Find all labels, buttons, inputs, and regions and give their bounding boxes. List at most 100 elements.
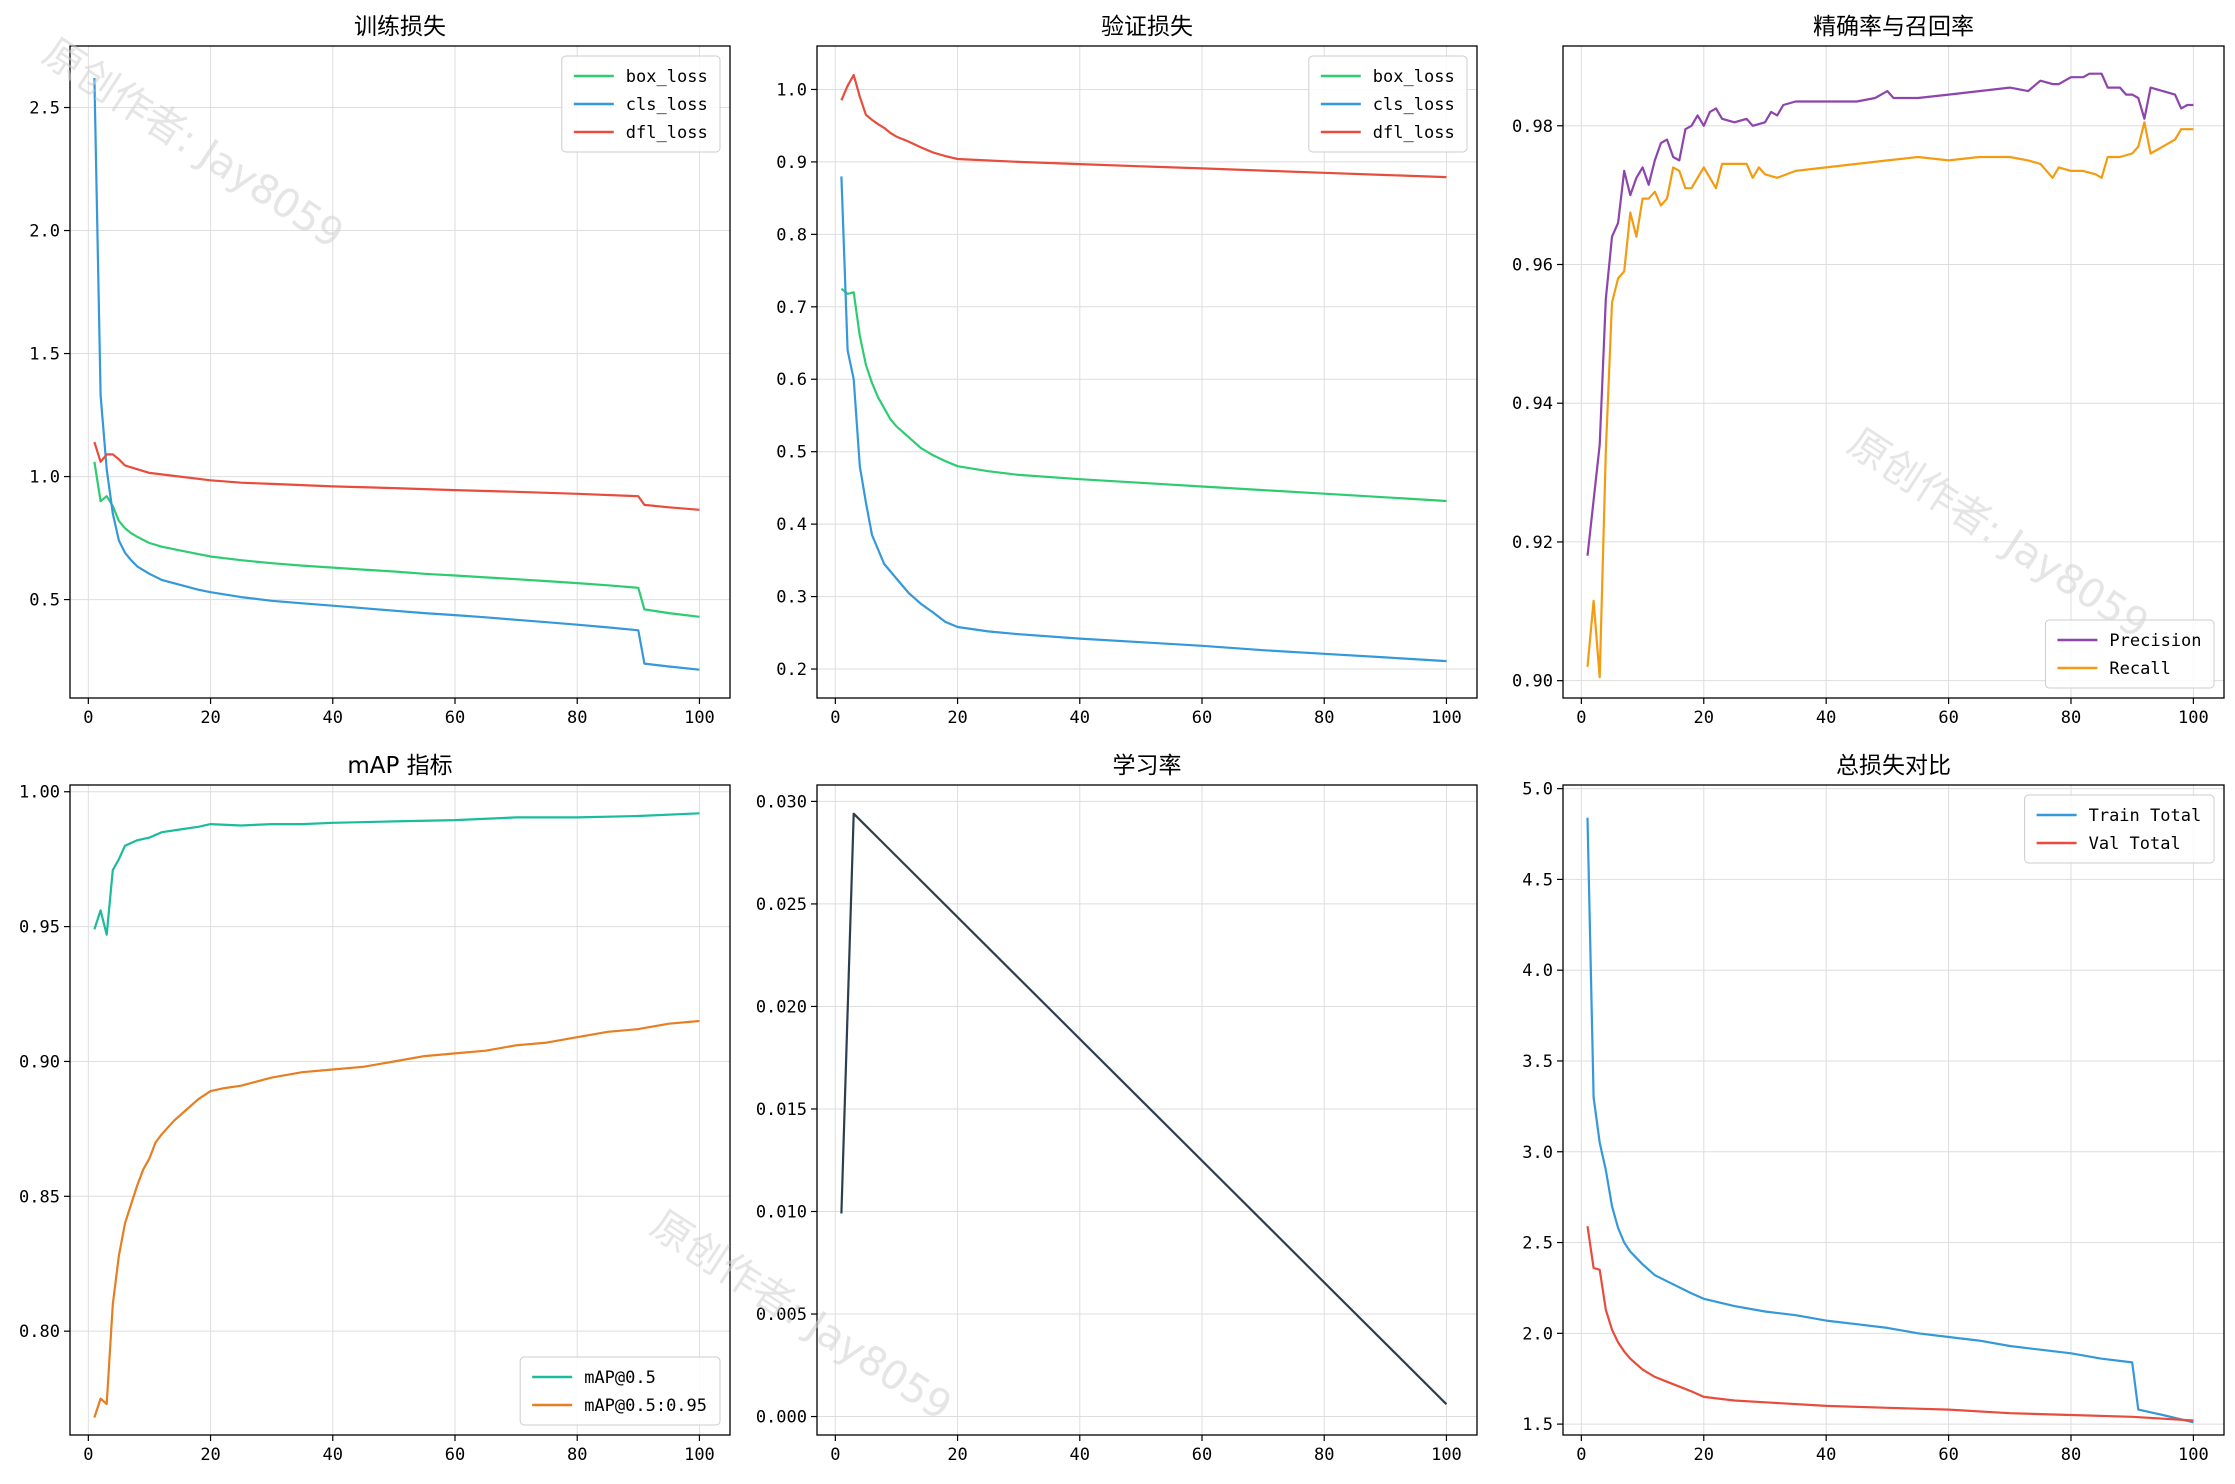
x-tick-label: 0: [83, 708, 93, 728]
x-tick-label: 80: [567, 708, 587, 728]
series-line-box-loss: [840, 287, 1447, 503]
y-tick-label: 0.030: [756, 792, 807, 812]
chart-title: mAP 指标: [347, 753, 452, 779]
y-tick-label: 0.85: [19, 1187, 60, 1207]
x-tick-label: 20: [200, 708, 220, 728]
y-tick-label: 3.5: [1522, 1052, 1553, 1072]
precision-recall-panel: 0 20 40 60 80 100 0.90 0.92 0.94 0.96 0.98 精确率与召回率 P…: [1512, 14, 2225, 728]
train-loss-panel: 0 20 40 60 80 100 0.5 1.0 1.5 2.0 2.5 训练损失 box_lossc…: [29, 14, 731, 728]
legend-box: [2024, 794, 2215, 864]
series-line-val-total: [1586, 1226, 2194, 1422]
legend-box: [519, 1356, 721, 1426]
chart-title: 学习率: [1113, 753, 1182, 779]
axes-frame: [816, 784, 1478, 1436]
legend-label: dfl_loss: [626, 123, 708, 143]
legend-label: Precision: [2109, 631, 2201, 651]
series-line-lr: [840, 812, 1448, 1405]
y-tick-label: 0.025: [756, 895, 807, 915]
x-tick-label: 20: [947, 708, 967, 728]
y-tick-label: 0.020: [756, 997, 807, 1017]
y-tick-label: 0.95: [19, 918, 60, 938]
x-tick-label: 100: [1431, 1445, 1462, 1465]
y-tick-label: 2.0: [1522, 1324, 1553, 1344]
total-loss-panel: 0 20 40 60 80 100 1.5 2.0 2.5 3.0 3.5 4.0 4.5 5.0 总损失对…: [1522, 753, 2225, 1465]
legend-box: [1308, 55, 1468, 153]
legend: Precision Recall: [2044, 619, 2215, 689]
legend-label: mAP@0.5: [584, 1368, 656, 1388]
legend-box: [561, 55, 721, 153]
y-tick-label: 0.5: [776, 443, 807, 463]
y-tick-label: 1.5: [1522, 1415, 1553, 1435]
y-tick-label: 3.0: [1522, 1143, 1553, 1163]
legend: box_loss cls_loss dfl_loss: [1308, 55, 1468, 153]
x-tick-label: 0: [830, 708, 840, 728]
legend: mAP@0.5 mAP@0.5:0.95: [519, 1356, 721, 1426]
y-tick-label: 0.98: [1512, 117, 1553, 137]
axes-frame: [69, 784, 731, 1436]
y-tick-label: 0.90: [1512, 672, 1553, 692]
x-tick-label: 80: [1314, 708, 1334, 728]
x-tick-label: 20: [200, 1445, 220, 1465]
series-line-precision: [1586, 72, 2194, 556]
x-tick-label: 0: [83, 1445, 93, 1465]
y-tick-label: 1.00: [19, 783, 60, 803]
series-line-recall: [1586, 121, 2194, 679]
legend-label: cls_loss: [626, 95, 708, 115]
y-tick-label: 0.80: [19, 1322, 60, 1342]
legend-box: [2044, 619, 2215, 689]
series-line-box-loss: [93, 461, 700, 618]
x-tick-label: 60: [1192, 1445, 1212, 1465]
axes-frame: [816, 45, 1478, 699]
x-tick-label: 100: [684, 1445, 715, 1465]
grid: [817, 785, 1477, 1435]
series-line-train-total: [1586, 817, 2194, 1424]
series-line-cls-loss: [93, 77, 700, 671]
legend-label: Recall: [2109, 659, 2170, 679]
y-tick-label: 0.6: [776, 370, 807, 390]
y-tick-label: 1.5: [29, 345, 60, 365]
y-tick-label: 0.8: [776, 225, 807, 245]
legend-label: box_loss: [626, 67, 708, 87]
x-tick-label: 20: [1694, 708, 1714, 728]
x-tick-label: 60: [1192, 708, 1212, 728]
y-tick-label: 0.3: [776, 588, 807, 608]
y-tick-label: 0.96: [1512, 255, 1553, 275]
legend-label: Train Total: [2089, 806, 2202, 826]
x-tick-label: 60: [1938, 1445, 1958, 1465]
legend-label: mAP@0.5:0.95: [584, 1396, 707, 1416]
y-tick-label: 0.015: [756, 1100, 807, 1120]
series-line-dfl-loss: [93, 441, 700, 511]
y-tick-label: 0.2: [776, 660, 807, 680]
panels: 0 20 40 60 80 100 0.5 1.0 1.5 2.0 2.5 训练损失 box_lossc…: [19, 14, 2225, 1465]
legend-label: Val Total: [2089, 834, 2181, 854]
grid: [1563, 785, 2224, 1435]
legend-label: dfl_loss: [1373, 123, 1455, 143]
learning-rate-panel: 0 20 40 60 80 100 0.000 0.005 0.010 0.015 0.020 0.0…: [756, 753, 1478, 1465]
y-tick-label: 0.7: [776, 298, 807, 318]
y-tick-label: 5.0: [1522, 780, 1553, 800]
x-tick-label: 80: [2061, 708, 2081, 728]
x-tick-label: 60: [445, 1445, 465, 1465]
x-tick-label: 0: [830, 1445, 840, 1465]
chart-title: 精确率与召回率: [1813, 14, 1974, 40]
grid: [817, 46, 1477, 698]
legend-label: box_loss: [1373, 67, 1455, 87]
x-tick-label: 100: [684, 708, 715, 728]
x-tick-label: 0: [1576, 708, 1586, 728]
legend-label: cls_loss: [1373, 95, 1455, 115]
y-tick-label: 1.0: [29, 468, 60, 488]
x-tick-label: 60: [445, 708, 465, 728]
val-loss-panel: 0 20 40 60 80 100 0.2 0.3 0.4 0.5 0.6 0.7 0.8 0.9 1.0 验…: [776, 14, 1478, 728]
x-tick-label: 60: [1938, 708, 1958, 728]
x-tick-label: 100: [2178, 708, 2209, 728]
series-line-map-0-5-0-95: [93, 1019, 700, 1418]
y-tick-label: 0.5: [29, 591, 60, 611]
y-tick-label: 0.94: [1512, 394, 1553, 414]
x-tick-label: 80: [567, 1445, 587, 1465]
y-tick-label: 0.010: [756, 1202, 807, 1222]
x-tick-label: 80: [2061, 1445, 2081, 1465]
x-tick-label: 20: [947, 1445, 967, 1465]
y-tick-label: 0.005: [756, 1305, 807, 1325]
axes-frame: [1562, 45, 2225, 699]
